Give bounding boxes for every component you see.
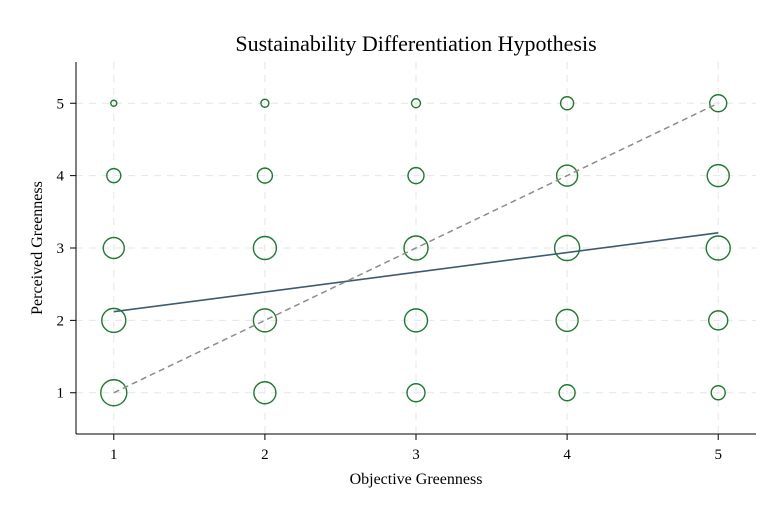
data-point xyxy=(555,308,579,333)
data-point xyxy=(100,379,128,407)
data-points xyxy=(100,94,731,407)
x-axis-title: Objective Greenness xyxy=(350,471,483,488)
x-tick-label: 1 xyxy=(110,447,118,463)
data-point xyxy=(252,308,278,333)
y-tick-label: 2 xyxy=(57,313,65,329)
data-point xyxy=(252,235,278,261)
data-point xyxy=(260,98,270,108)
y-axis-title: Perceived Greenness xyxy=(29,181,46,315)
chart-title: Sustainability Differentiation Hypothesi… xyxy=(235,31,596,56)
data-point xyxy=(403,308,429,333)
data-point xyxy=(406,383,426,403)
data-point xyxy=(555,164,579,187)
data-point xyxy=(253,381,277,405)
y-axis-ticks: 1 2 3 4 5 xyxy=(57,96,76,402)
data-point xyxy=(256,167,274,184)
data-point xyxy=(706,163,730,188)
x-axis-ticks: 1 2 3 4 5 xyxy=(110,434,722,463)
data-point xyxy=(708,310,729,331)
data-point xyxy=(553,234,581,262)
y-tick-label: 4 xyxy=(57,169,65,185)
x-tick-label: 4 xyxy=(563,447,571,463)
y-tick-label: 1 xyxy=(57,386,65,402)
y-tick-label: 5 xyxy=(57,96,65,112)
data-point xyxy=(558,384,576,402)
data-point xyxy=(101,307,127,334)
x-tick-label: 5 xyxy=(714,447,722,463)
reference-line xyxy=(113,102,719,394)
data-point xyxy=(106,167,122,184)
data-point xyxy=(559,96,575,111)
y-tick-label: 3 xyxy=(57,241,65,257)
x-tick-label: 3 xyxy=(412,447,420,463)
data-point xyxy=(102,236,125,260)
fitted-line xyxy=(113,232,719,313)
data-point xyxy=(407,166,425,185)
fit-lines xyxy=(113,102,719,394)
data-point xyxy=(709,94,728,113)
data-point xyxy=(410,98,422,109)
x-tick-label: 2 xyxy=(261,447,269,463)
data-point xyxy=(710,385,726,401)
data-point xyxy=(705,235,731,261)
data-point xyxy=(403,235,429,261)
data-point xyxy=(110,99,118,107)
